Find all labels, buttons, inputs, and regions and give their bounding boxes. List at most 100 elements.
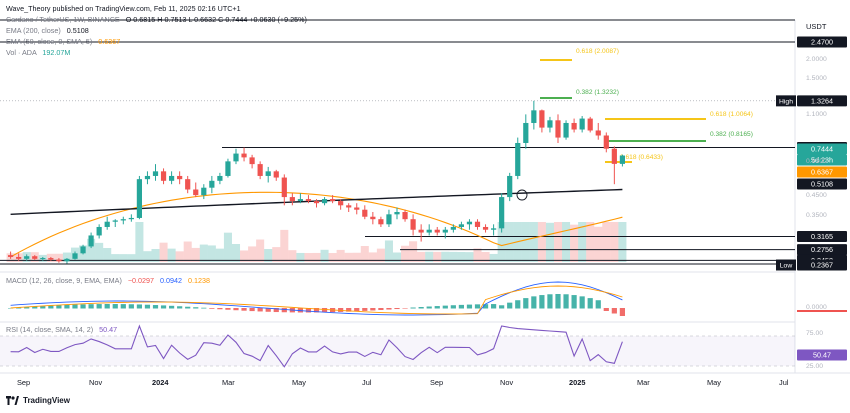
legend-symbol: Cardano / TetherUS, 1W, BINANCE O 0.6815… xyxy=(6,15,307,24)
volume-bar xyxy=(521,222,530,262)
macd-histogram-bar xyxy=(24,306,30,309)
candle-body xyxy=(499,197,505,229)
volume-bar xyxy=(409,241,418,262)
candle-body xyxy=(491,228,497,230)
candle-body xyxy=(289,197,295,202)
macd-legend[interactable]: MACD (12, 26, close, 9, EMA, EMA) −0.029… xyxy=(6,276,210,285)
candle-body xyxy=(160,171,167,181)
volume-bar xyxy=(159,242,168,262)
macd-histogram-bar xyxy=(491,304,497,309)
candle-body xyxy=(442,229,448,233)
macd-histogram-bar xyxy=(474,304,481,309)
volume-bar xyxy=(505,222,514,262)
price-badge-current: 0.7444 xyxy=(811,144,833,153)
candle-body xyxy=(603,135,609,149)
candle-body xyxy=(56,259,62,262)
macd-marker-red xyxy=(797,310,847,312)
candle-body xyxy=(88,235,94,247)
candle-body xyxy=(152,171,159,176)
macd-histogram-bar xyxy=(80,304,86,309)
macd-histogram-bar xyxy=(265,308,271,312)
volume-bar xyxy=(135,222,144,262)
macd-histogram-bar xyxy=(233,308,239,311)
volume-bar xyxy=(594,226,603,262)
macd-histogram-bar xyxy=(442,305,448,309)
macd-histogram-bar xyxy=(169,305,175,309)
legend-ema200[interactable]: EMA (200, close) 0.5108 xyxy=(6,26,89,35)
volume-bar xyxy=(62,252,71,262)
macd-histogram-bar xyxy=(177,306,183,309)
volume-bar xyxy=(127,254,136,262)
macd-histogram-bar xyxy=(458,304,464,309)
candle-body xyxy=(16,256,22,259)
volume-bar xyxy=(54,253,63,262)
macd-histogram-bar xyxy=(450,305,456,309)
candle-body xyxy=(619,155,625,164)
price-badge-ema200-bg xyxy=(797,178,847,190)
time-tick: Nov xyxy=(500,378,514,387)
macd-v1: −0.0297 xyxy=(127,276,155,285)
macd-histogram-bar xyxy=(426,306,432,309)
candle-body xyxy=(346,205,352,208)
price-badge-2470: 2.4700 xyxy=(811,37,833,46)
macd-histogram-bar xyxy=(354,308,360,312)
fib-label: 0.382 (0.8165) xyxy=(710,131,753,138)
candle-body xyxy=(177,175,183,180)
candle-body xyxy=(539,110,545,128)
tradingview-logo-icon xyxy=(6,396,19,405)
candle-body xyxy=(547,120,553,128)
rsi-lower-tick: 25.00 xyxy=(806,363,824,370)
volume-bar xyxy=(231,244,241,262)
volume-bar xyxy=(529,222,538,262)
volume-bar xyxy=(183,241,192,262)
macd-histogram-bar xyxy=(539,295,545,309)
volume-bar xyxy=(368,252,377,262)
time-tick: 2024 xyxy=(152,378,169,387)
macd-histogram-bar xyxy=(418,307,424,309)
macd-histogram-bar xyxy=(346,308,352,312)
candle-body xyxy=(225,161,231,176)
volume-bar xyxy=(392,252,402,262)
candle-body xyxy=(531,110,537,123)
rsi-label: RSI (14, close, SMA, 14, 2) xyxy=(6,325,94,334)
macd-histogram-bar xyxy=(555,294,561,309)
macd-histogram-bar xyxy=(386,308,392,310)
candle-body xyxy=(330,199,336,202)
rsi-legend[interactable]: RSI (14, close, SMA, 14, 2) 50.47 xyxy=(6,325,117,334)
legend-volume[interactable]: Vol · ADA 192.07M xyxy=(6,48,70,57)
price-tick: 1.5000 xyxy=(806,75,827,82)
vol-value: 192.07M xyxy=(42,48,71,57)
candle-body xyxy=(217,175,223,181)
volume-bar xyxy=(457,252,466,262)
logo-text: TradingView xyxy=(23,396,70,405)
volume-bar xyxy=(376,248,385,262)
candle-body xyxy=(515,142,521,176)
macd-histogram-bar xyxy=(313,308,320,313)
price-tick: 0.4500 xyxy=(806,192,827,199)
volume-bar xyxy=(481,252,490,262)
volume-bar xyxy=(328,253,337,262)
volume-bar xyxy=(449,251,458,262)
volume-bar xyxy=(167,248,176,262)
candle-body xyxy=(313,201,320,204)
macd-histogram-bar xyxy=(547,294,553,309)
tradingview-logo[interactable]: TradingView xyxy=(6,396,70,405)
macd-histogram-bar xyxy=(563,294,569,309)
time-tick: 2025 xyxy=(569,378,586,387)
rsi-upper-tick: 75.00 xyxy=(806,330,824,337)
legend-ema50[interactable]: EMA (50, close, 0, SMA, 5) 0.6367 xyxy=(6,37,120,46)
candle-body xyxy=(136,179,142,218)
macd-histogram-bar xyxy=(217,308,223,310)
macd-histogram-bar xyxy=(144,304,151,309)
candle-body xyxy=(418,229,424,233)
candle-body xyxy=(128,217,134,220)
time-tick: May xyxy=(292,378,306,387)
volume-bar xyxy=(441,251,450,262)
candle-body xyxy=(273,171,279,178)
volume-bar xyxy=(111,254,120,262)
macd-v3: 0.1238 xyxy=(188,276,210,285)
volume-bar xyxy=(288,250,297,262)
fib-label: 0.618 (0.6433) xyxy=(620,154,663,161)
